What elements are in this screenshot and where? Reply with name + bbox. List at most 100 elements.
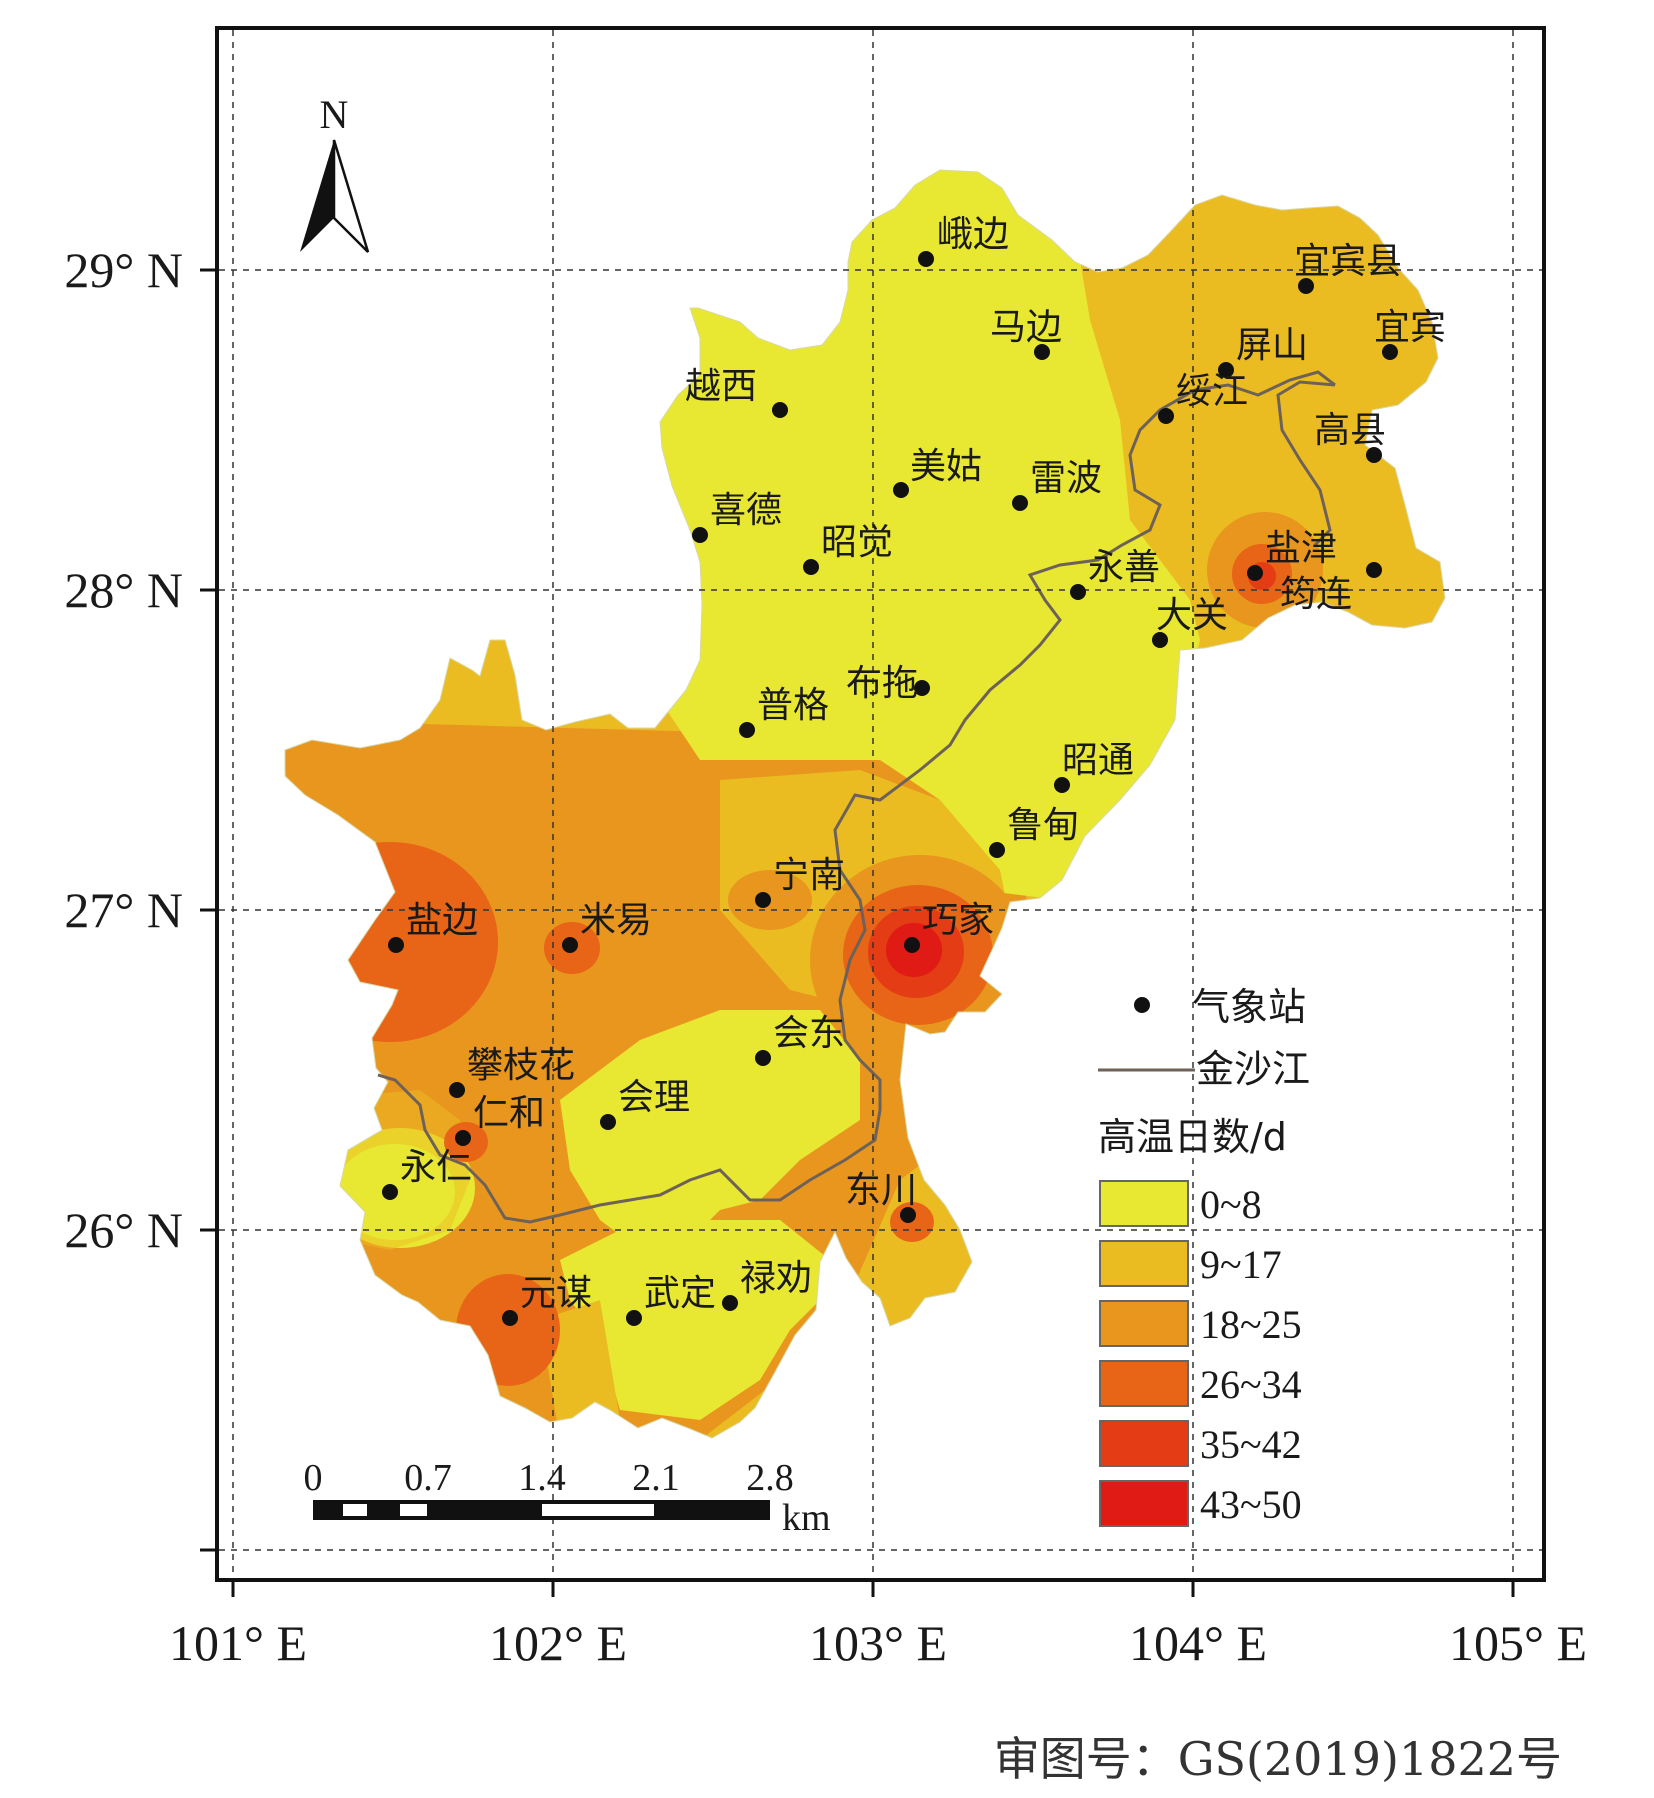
scale-label: 2.1 xyxy=(632,1457,680,1499)
station-label: 盐津 xyxy=(1265,528,1337,569)
station-dot xyxy=(1366,447,1382,463)
legend-swatch-9-17 xyxy=(1099,1240,1189,1287)
legend-class-label: 43~50 xyxy=(1200,1482,1302,1527)
station-dot xyxy=(1152,632,1168,648)
longitude-labels: 101° E 102° E 103° E 104° E 105° E xyxy=(169,1615,1587,1671)
station-dot xyxy=(1070,584,1086,600)
station-dot xyxy=(1247,565,1263,581)
approval-number: 审图号：GS(2019)1822号 xyxy=(994,1732,1562,1786)
station-label: 巧家 xyxy=(922,900,994,941)
station-dot xyxy=(692,527,708,543)
station-dot xyxy=(755,1050,771,1066)
north-arrow-right-icon xyxy=(332,139,370,253)
station-dot xyxy=(1298,278,1314,294)
station-dot xyxy=(739,722,755,738)
station-label: 武定 xyxy=(644,1273,716,1314)
station-label: 宁南 xyxy=(773,855,845,896)
station-label: 米易 xyxy=(580,900,652,941)
station-label: 昭觉 xyxy=(821,522,893,563)
station-dot xyxy=(502,1310,518,1326)
station-label: 会理 xyxy=(618,1077,690,1118)
legend-class-label: 35~42 xyxy=(1200,1422,1302,1467)
station-dot xyxy=(1012,495,1028,511)
jinsha-river-group xyxy=(377,370,1336,1224)
scale-bar-outline xyxy=(313,1500,770,1520)
station-dot xyxy=(904,937,920,953)
legend-station-icon xyxy=(1134,997,1150,1013)
station-label: 越西 xyxy=(685,366,757,407)
station-dot xyxy=(449,1082,465,1098)
legend-swatch-26-34 xyxy=(1099,1360,1189,1407)
lat-label-28: 28° N xyxy=(64,562,183,618)
lon-label-105: 105° E xyxy=(1449,1615,1587,1671)
legend-class-label: 9~17 xyxy=(1200,1242,1282,1287)
station-label: 普格 xyxy=(757,685,829,726)
station-dot xyxy=(989,842,1005,858)
station-label: 屏山 xyxy=(1236,325,1308,366)
station-label: 大关 xyxy=(1156,595,1228,636)
station-label: 高县 xyxy=(1314,410,1386,451)
scale-label: 1.4 xyxy=(518,1457,566,1499)
station-dot xyxy=(600,1114,616,1130)
station-dot xyxy=(1382,344,1398,360)
station-label: 雷波 xyxy=(1030,458,1102,499)
station-dot xyxy=(893,482,909,498)
station-label: 筠连 xyxy=(1280,574,1352,615)
station-label: 宜宾 xyxy=(1374,307,1446,348)
station-label: 仁和 xyxy=(473,1093,545,1134)
legend-class-label: 26~34 xyxy=(1200,1362,1302,1407)
zone-0-8-wuding xyxy=(560,1220,830,1420)
legend-station-label: 气象站 xyxy=(1192,985,1306,1029)
station-label: 攀枝花 xyxy=(467,1045,575,1086)
station-dot xyxy=(722,1295,738,1311)
region-outline xyxy=(284,169,1446,1439)
station-dot xyxy=(914,680,930,696)
lat-label-26: 26° N xyxy=(64,1202,183,1258)
zone-0-8-huili xyxy=(560,1010,860,1250)
station-dot xyxy=(1034,344,1050,360)
lon-label-104: 104° E xyxy=(1129,1615,1267,1671)
station-dot xyxy=(755,892,771,908)
station-dot xyxy=(1158,408,1174,424)
scale-bar-segment xyxy=(343,1504,367,1516)
north-label: N xyxy=(320,92,349,137)
lat-label-29: 29° N xyxy=(64,242,183,298)
legend-swatch-35-42 xyxy=(1099,1420,1189,1467)
station-label: 会东 xyxy=(773,1013,845,1054)
station-label: 元谋 xyxy=(520,1273,592,1314)
lon-label-103: 103° E xyxy=(809,1615,947,1671)
station-label: 永善 xyxy=(1088,547,1160,588)
station-label: 美姑 xyxy=(910,446,982,487)
station-label: 宜宾县 xyxy=(1294,241,1402,282)
legend-class-label: 0~8 xyxy=(1200,1182,1262,1227)
station-dot xyxy=(562,937,578,953)
zone-0-8-north xyxy=(620,170,1200,900)
station-dot xyxy=(803,559,819,575)
station-label: 马边 xyxy=(990,307,1062,348)
scale-bar-segment xyxy=(400,1504,427,1516)
lon-label-101: 101° E xyxy=(169,1615,307,1671)
station-dot xyxy=(1054,777,1070,793)
station-dot xyxy=(918,251,934,267)
scale-label: 0 xyxy=(304,1457,323,1499)
station-label: 布拖 xyxy=(846,663,918,704)
legend-title: 高温日数/d xyxy=(1098,1115,1287,1159)
station-dot xyxy=(388,937,404,953)
station-label: 绥江 xyxy=(1176,371,1248,412)
jinsha-river xyxy=(377,370,1336,1224)
legend-river-label: 金沙江 xyxy=(1196,1047,1310,1091)
station-dot xyxy=(1218,362,1234,378)
legend-class-label: 18~25 xyxy=(1200,1302,1302,1347)
station-dot xyxy=(626,1310,642,1326)
station-label: 永仁 xyxy=(400,1147,472,1188)
scale-label: 0.7 xyxy=(404,1457,452,1499)
scale-bar-segment xyxy=(542,1504,654,1516)
region-outline-group xyxy=(284,169,1446,1439)
ticks xyxy=(200,268,1515,1597)
station-dot xyxy=(772,402,788,418)
station-dot xyxy=(455,1130,471,1146)
legend: 气象站 金沙江 高温日数/d 0~8 9~17 18~25 26~34 35~4… xyxy=(1098,985,1310,1527)
station-label: 东川 xyxy=(845,1170,917,1211)
station-label: 鲁甸 xyxy=(1007,805,1079,846)
